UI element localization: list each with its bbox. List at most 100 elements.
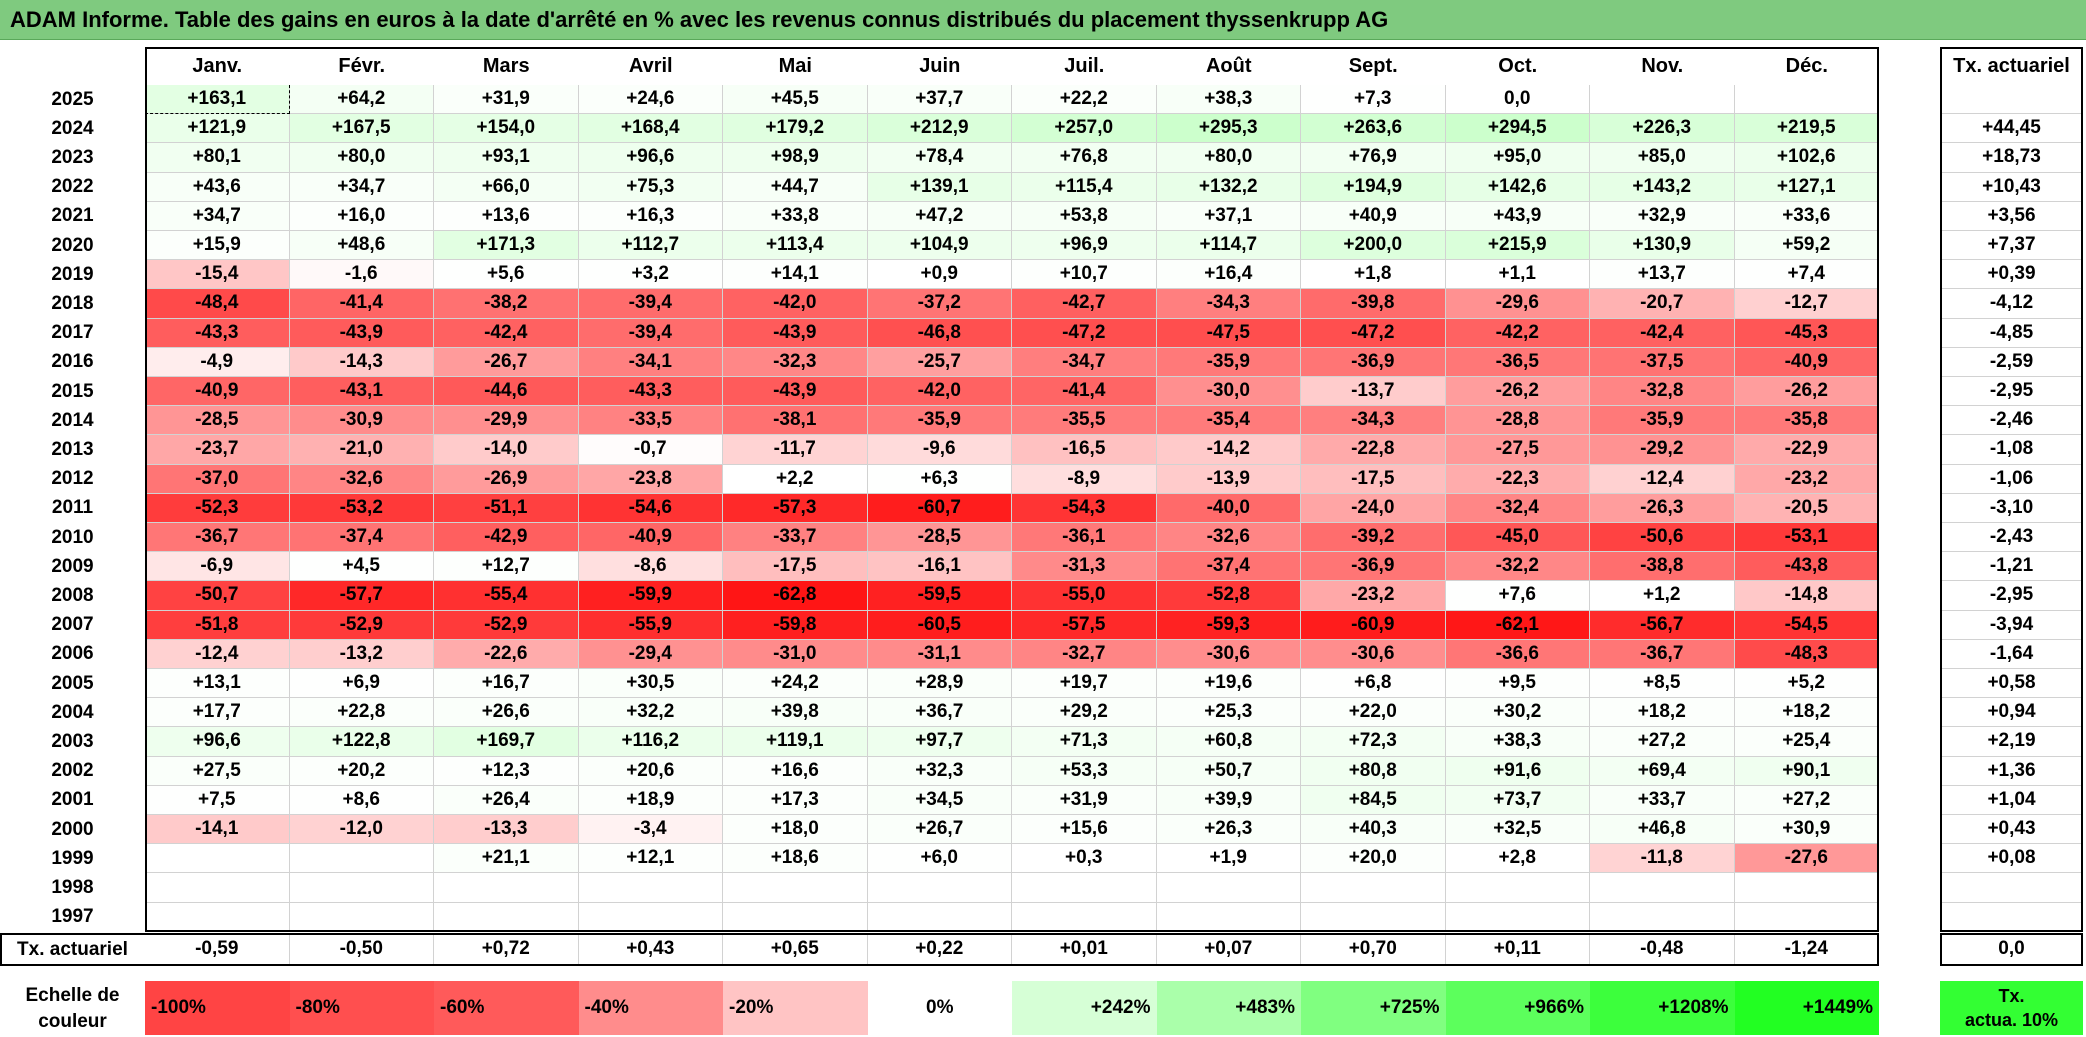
- table-cell: +80,1: [145, 143, 290, 173]
- table-cell: -42,2: [1445, 318, 1590, 348]
- table-cell: -32,2: [1445, 552, 1590, 582]
- table-cell: -29,9: [434, 406, 579, 436]
- table-cell: +139,1: [867, 172, 1012, 202]
- table-cell: -50,7: [145, 581, 290, 611]
- table-cell: +7,5: [145, 785, 290, 815]
- footer-cell: +0,65: [723, 933, 868, 966]
- table-cell: +5,2: [1734, 669, 1879, 699]
- footer-cell: +0,07: [1156, 933, 1301, 966]
- table-cell: -25,7: [867, 347, 1012, 377]
- table-cell: -14,8: [1734, 581, 1879, 611]
- table-cell: -21,0: [289, 435, 434, 465]
- table-cell: +73,7: [1445, 785, 1590, 815]
- table-cell: -36,7: [1590, 639, 1735, 669]
- table-cell: +72,3: [1301, 727, 1446, 757]
- table-cell: +9,5: [1445, 669, 1590, 699]
- table-cell: -4,9: [145, 347, 290, 377]
- table-cell: +294,5: [1445, 114, 1590, 144]
- table-cell: -42,4: [434, 318, 579, 348]
- table-cell: +263,6: [1301, 114, 1446, 144]
- table-cell: -57,5: [1012, 610, 1157, 640]
- table-cell: +7,6: [1445, 581, 1590, 611]
- table-cell: +116,2: [578, 727, 723, 757]
- year-label: 2008: [51, 584, 94, 606]
- table-cell: -33,7: [723, 523, 868, 553]
- table-cell: -41,4: [1012, 377, 1157, 407]
- tx-cell: +1,36: [1940, 757, 2083, 786]
- table-cell: -36,6: [1445, 639, 1590, 669]
- table-cell: [145, 873, 290, 903]
- table-cell: +91,6: [1445, 756, 1590, 786]
- table-cell: +15,6: [1012, 815, 1157, 845]
- table-cell: +96,9: [1012, 231, 1157, 261]
- table-cell: -52,9: [434, 610, 579, 640]
- table-cell: +39,9: [1156, 785, 1301, 815]
- table-cell: +66,0: [434, 172, 579, 202]
- table-cell: -42,0: [867, 377, 1012, 407]
- table-cell: -60,5: [867, 610, 1012, 640]
- table-cell: -34,3: [1301, 406, 1446, 436]
- table-cell: [289, 844, 434, 874]
- month-header: Avril: [628, 54, 673, 77]
- table-cell: -28,5: [867, 523, 1012, 553]
- table-cell: [723, 873, 868, 903]
- table-cell: -44,6: [434, 377, 579, 407]
- table-cell: +25,3: [1156, 698, 1301, 728]
- table-cell: +48,6: [289, 231, 434, 261]
- tx-cell: -2,43: [1940, 523, 2083, 553]
- table-cell: [1156, 902, 1301, 932]
- table-cell: -15,4: [145, 260, 290, 290]
- year-label: 2012: [51, 468, 94, 490]
- table-cell: -35,5: [1012, 406, 1157, 436]
- table-cell: +112,7: [578, 231, 723, 261]
- table-cell: -20,5: [1734, 493, 1879, 523]
- table-cell: +37,1: [1156, 201, 1301, 231]
- tx-cell: [1940, 85, 2083, 115]
- scale-label: Echelle de couleur: [0, 980, 145, 1037]
- table-cell: -12,4: [1590, 464, 1735, 494]
- scale-label-line1: Echelle de: [25, 984, 120, 1006]
- table-cell: -34,7: [1012, 347, 1157, 377]
- table-cell: -35,9: [1156, 347, 1301, 377]
- year-label: 2004: [51, 701, 94, 723]
- scale-swatch: -40%: [578, 981, 723, 1035]
- table-cell: -31,1: [867, 639, 1012, 669]
- table-cell: [1156, 873, 1301, 903]
- table-cell: [1445, 873, 1590, 903]
- tx-cell: +44,45: [1940, 114, 2083, 144]
- table-cell: +18,6: [723, 844, 868, 874]
- table-cell: -36,9: [1301, 552, 1446, 582]
- table-cell: +60,8: [1156, 727, 1301, 757]
- table-cell: +119,1: [723, 727, 868, 757]
- table-cell: -36,9: [1301, 347, 1446, 377]
- table-cell: +31,9: [434, 85, 579, 115]
- table-cell: -52,8: [1156, 581, 1301, 611]
- table-cell: -29,2: [1590, 435, 1735, 465]
- scale-swatch: +725%: [1301, 981, 1446, 1035]
- table-cell: -37,4: [1156, 552, 1301, 582]
- table-cell: +26,6: [434, 698, 579, 728]
- table-cell: +20,6: [578, 756, 723, 786]
- table-cell: [1301, 902, 1446, 932]
- table-cell: +10,7: [1012, 260, 1157, 290]
- table-cell: +13,7: [1590, 260, 1735, 290]
- table-cell: +20,2: [289, 756, 434, 786]
- table-cell: -39,2: [1301, 523, 1446, 553]
- table-cell: +27,5: [145, 756, 290, 786]
- scale-swatch: +242%: [1012, 981, 1157, 1035]
- scale-swatch: 0%: [867, 981, 1012, 1035]
- table-cell: -47,2: [1012, 318, 1157, 348]
- table-cell: -54,3: [1012, 493, 1157, 523]
- table-cell: +2,2: [723, 464, 868, 494]
- table-cell: +212,9: [867, 114, 1012, 144]
- table-cell: +16,0: [289, 201, 434, 231]
- tx-cell: -3,94: [1940, 611, 2083, 640]
- table-cell: -41,4: [289, 289, 434, 319]
- table-cell: -36,1: [1012, 523, 1157, 553]
- table-cell: +8,5: [1590, 669, 1735, 699]
- table-cell: +6,3: [867, 464, 1012, 494]
- scale-swatch: -80%: [289, 981, 434, 1035]
- table-cell: -24,0: [1301, 493, 1446, 523]
- table-cell: -43,9: [723, 318, 868, 348]
- table-cell: -26,2: [1734, 377, 1879, 407]
